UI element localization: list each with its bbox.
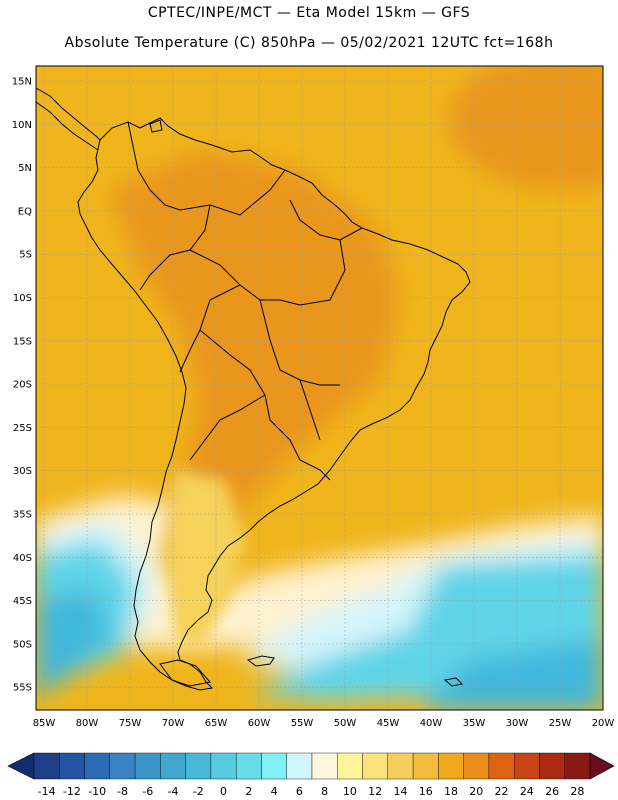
- lat-label: 20S: [13, 380, 32, 391]
- colorbar-label: 4: [271, 785, 278, 798]
- colorbar-label: -2: [193, 785, 204, 798]
- lon-label: 65W: [205, 718, 228, 729]
- tierra-del-fuego-outline: [159, 659, 211, 687]
- colorbar-swatch: [362, 752, 389, 780]
- coastline: [35, 87, 471, 691]
- colorbar-swatch: [488, 752, 515, 780]
- temperature-map: 15N 10N 5N EQ 5S 10S 15S 20S 25S 30S 35S 40S 45S 50S 5…: [12, 65, 615, 729]
- colorbar-swatch: [185, 752, 212, 780]
- lon-label: 75W: [119, 718, 142, 729]
- colorbar-swatch: [311, 752, 338, 780]
- color-scale-legend: -14 -12 -10 -8 -6 -4 -2 0 2 4 6 8 10 12 14 16 18 20 22 24 26…: [7, 752, 615, 798]
- south-georgia-outline: [443, 677, 464, 687]
- colorbar-label: -12: [63, 785, 81, 798]
- falklands-outline: [246, 655, 275, 667]
- map-frame: [35, 65, 604, 711]
- lat-label: 10N: [12, 120, 32, 131]
- color-scale-boxes: [7, 752, 615, 780]
- colorbar-swatch: [109, 752, 136, 780]
- lon-label: 30W: [506, 718, 529, 729]
- south-cool-field: [36, 540, 603, 700]
- colorbar-swatch: [134, 752, 161, 780]
- lon-label: 60W: [248, 718, 271, 729]
- colorbar-high-arrow: [589, 752, 615, 780]
- colorbar-swatch: [160, 752, 186, 780]
- lat-label: 25S: [13, 423, 32, 434]
- colorbar-swatch: [387, 752, 414, 780]
- colorbar-label: 22: [495, 785, 509, 798]
- lat-label: 35S: [13, 510, 32, 521]
- longitude-labels: 85W 80W 75W 70W 65W 60W 55W 50W 45W 40W 35W 30W 25W 2…: [33, 718, 615, 729]
- color-scale-labels: -14 -12 -10 -8 -6 -4 -2 0 2 4 6 8 10 12 14 16 18 20 22 24 26…: [38, 785, 585, 798]
- colorbar-low-arrow: [7, 752, 35, 780]
- country-borders: [127, 121, 363, 481]
- colorbar-swatch: [463, 752, 490, 780]
- lon-label: 25W: [549, 718, 572, 729]
- colorbar-swatch: [59, 752, 85, 780]
- lat-label: 40S: [13, 553, 32, 564]
- colorbar-label: 16: [419, 785, 433, 798]
- colorbar-swatch: [84, 752, 111, 780]
- colorbar-label: 24: [520, 785, 534, 798]
- colorbar-label: 20: [469, 785, 483, 798]
- lat-label: 5N: [18, 163, 32, 174]
- lon-label: 50W: [334, 718, 357, 729]
- lon-label: 45W: [377, 718, 400, 729]
- colorbar-label: 0: [220, 785, 227, 798]
- graticule: [36, 66, 603, 710]
- colorbar-swatch: [513, 752, 540, 780]
- colorbar-label: 26: [545, 785, 559, 798]
- colorbar-swatch: [539, 752, 565, 780]
- lat-label: 30S: [13, 466, 32, 477]
- lon-label: 70W: [162, 718, 185, 729]
- lat-label: 5S: [19, 250, 32, 261]
- title-line-2: Absolute Temperature (C) 850hPa — 05/02/…: [64, 35, 554, 51]
- colorbar-label: 12: [368, 785, 382, 798]
- colorbar-swatch: [438, 752, 464, 780]
- colorbar-swatch: [33, 752, 60, 780]
- lon-label: 55W: [291, 718, 314, 729]
- colorbar-label: -4: [168, 785, 179, 798]
- colorbar-swatch: [564, 752, 591, 780]
- lon-label: 40W: [420, 718, 443, 729]
- lat-label: 45S: [13, 596, 32, 607]
- colorbar-label: 6: [296, 785, 303, 798]
- colorbar-label: 2: [245, 785, 252, 798]
- lon-label: 80W: [76, 718, 99, 729]
- south-coldest-field: [36, 590, 603, 710]
- lon-label: 35W: [463, 718, 486, 729]
- colorbar-swatch: [210, 752, 237, 780]
- lon-label: 85W: [33, 718, 56, 729]
- lat-label: 50S: [13, 639, 32, 650]
- latitude-labels: 15N 10N 5N EQ 5S 10S 15S 20S 25S 30S 35S 40S 45S 50S 5…: [12, 77, 32, 694]
- colorbar-swatch: [337, 752, 363, 780]
- colorbar-label: 10: [343, 785, 357, 798]
- colorbar-label: 28: [570, 785, 584, 798]
- north-atlantic-warm-field: [450, 66, 603, 190]
- colorbar-label: -8: [117, 785, 128, 798]
- colorbar-label: 8: [321, 785, 328, 798]
- lat-label: 15N: [12, 77, 32, 88]
- colorbar-label: -6: [142, 785, 153, 798]
- lat-label: 15S: [13, 336, 32, 347]
- colorbar-label: -10: [88, 785, 106, 798]
- colorbar-label: 14: [393, 785, 407, 798]
- title-line-1: CPTEC/INPE/MCT — Eta Model 15km — GFS: [147, 5, 471, 21]
- colorbar-label: 18: [444, 785, 458, 798]
- colorbar-swatch: [261, 752, 287, 780]
- colorbar-swatch: [286, 752, 313, 780]
- lat-label: EQ: [18, 206, 32, 217]
- colorbar-label: -14: [38, 785, 56, 798]
- lon-label: 20W: [592, 718, 615, 729]
- patagonia-field: [165, 470, 245, 650]
- colorbar-swatch: [235, 752, 262, 780]
- central-america-coastline: [35, 87, 101, 151]
- lat-label: 10S: [13, 293, 32, 304]
- caribbean-island-outline: [149, 119, 163, 133]
- field-layer: [36, 66, 603, 710]
- south-america-coastline: [77, 117, 471, 691]
- lat-label: 55S: [13, 683, 32, 694]
- colorbar-swatch: [412, 752, 439, 780]
